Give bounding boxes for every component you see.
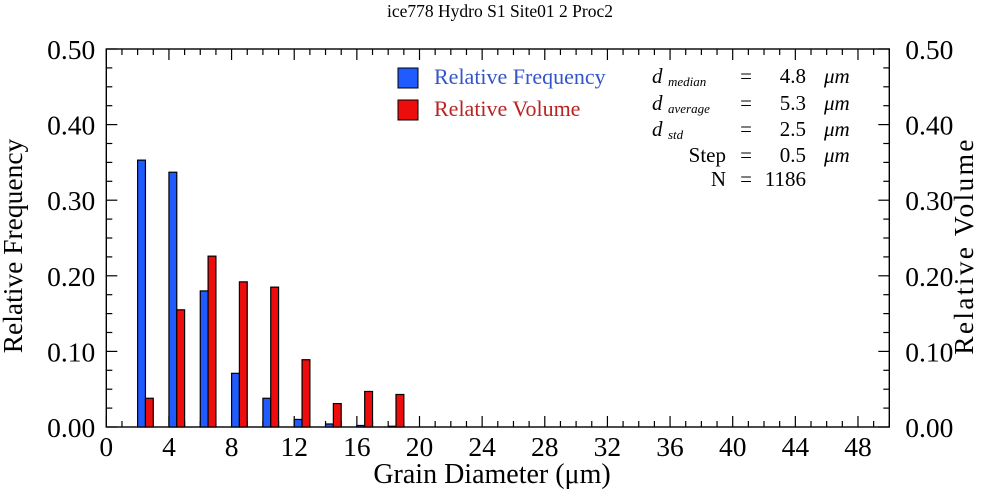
svg-text:0.40: 0.40: [905, 110, 953, 141]
svg-text:μm: μm: [823, 91, 850, 115]
svg-text:24: 24: [468, 431, 496, 462]
svg-text:20: 20: [406, 431, 434, 462]
svg-text:4.8: 4.8: [780, 64, 806, 88]
svg-text:Step: Step: [689, 143, 726, 167]
svg-text:32: 32: [594, 431, 622, 462]
svg-text:Relative Frequency: Relative Frequency: [434, 64, 606, 89]
svg-text:0.00: 0.00: [47, 412, 95, 443]
svg-text:0.10: 0.10: [905, 336, 953, 367]
svg-text:28: 28: [531, 431, 559, 462]
svg-text:median: median: [668, 74, 706, 89]
svg-text:μm: μm: [823, 143, 850, 167]
svg-text:40: 40: [719, 431, 747, 462]
svg-text:0.30: 0.30: [905, 185, 953, 216]
svg-text:0.30: 0.30: [47, 185, 95, 216]
svg-text:12: 12: [280, 431, 308, 462]
svg-text:48: 48: [844, 431, 872, 462]
svg-text:N: N: [711, 167, 726, 191]
svg-text:Grain Diameter (μm): Grain Diameter (μm): [373, 459, 610, 490]
svg-text:16: 16: [343, 431, 371, 462]
svg-text:0.10: 0.10: [47, 336, 95, 367]
svg-text:1186: 1186: [765, 167, 806, 191]
svg-text:Relative Frequency: Relative Frequency: [0, 138, 28, 353]
svg-text:μm: μm: [823, 64, 850, 88]
svg-text:=: =: [740, 117, 752, 141]
svg-text:std: std: [668, 127, 684, 142]
svg-text:2.5: 2.5: [780, 117, 806, 141]
svg-text:d: d: [652, 117, 663, 141]
svg-text:0.50: 0.50: [905, 34, 953, 65]
svg-text:44: 44: [782, 431, 810, 462]
svg-text:d: d: [652, 91, 663, 115]
svg-text:0: 0: [99, 431, 113, 462]
svg-text:Relative Volume: Relative Volume: [948, 137, 979, 355]
svg-text:0.00: 0.00: [905, 412, 953, 443]
svg-text:=: =: [740, 91, 752, 115]
svg-text:0.20: 0.20: [905, 261, 953, 292]
svg-text:5.3: 5.3: [780, 91, 806, 115]
svg-text:ice778 Hydro S1 Site01 2 Proc2: ice778 Hydro S1 Site01 2 Proc2: [387, 1, 613, 21]
svg-text:4: 4: [162, 431, 176, 462]
svg-text:8: 8: [225, 431, 239, 462]
svg-text:μm: μm: [823, 117, 850, 141]
svg-text:36: 36: [656, 431, 684, 462]
svg-text:d: d: [652, 64, 663, 88]
svg-text:Relative Volume: Relative Volume: [434, 96, 580, 121]
svg-text:=: =: [740, 143, 752, 167]
svg-text:=: =: [740, 167, 752, 191]
svg-text:0.20: 0.20: [47, 261, 95, 292]
svg-text:0.50: 0.50: [47, 34, 95, 65]
svg-text:0.40: 0.40: [47, 110, 95, 141]
svg-text:0.5: 0.5: [780, 143, 806, 167]
svg-text:=: =: [740, 64, 752, 88]
svg-text:average: average: [668, 101, 710, 116]
